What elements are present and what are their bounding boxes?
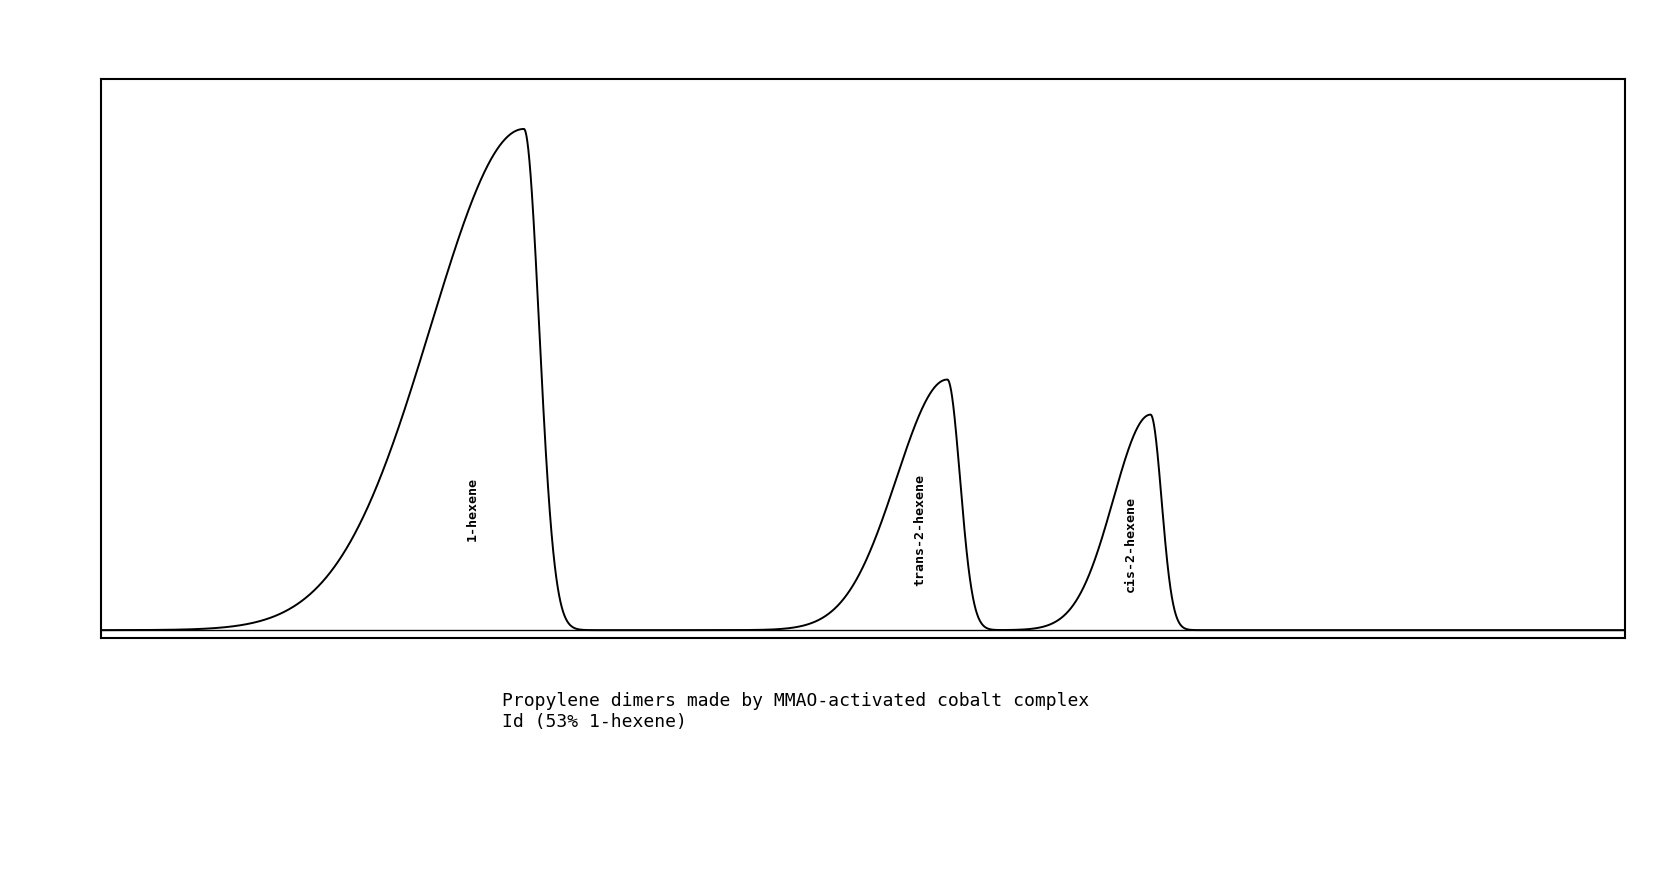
Text: 1-hexene: 1-hexene: [466, 477, 479, 540]
Text: trans-2-hexene: trans-2-hexene: [913, 473, 926, 586]
Text: cis-2-hexene: cis-2-hexene: [1124, 496, 1137, 592]
Text: Propylene dimers made by MMAO-activated cobalt complex
Id (53% 1-hexene): Propylene dimers made by MMAO-activated …: [502, 691, 1090, 730]
